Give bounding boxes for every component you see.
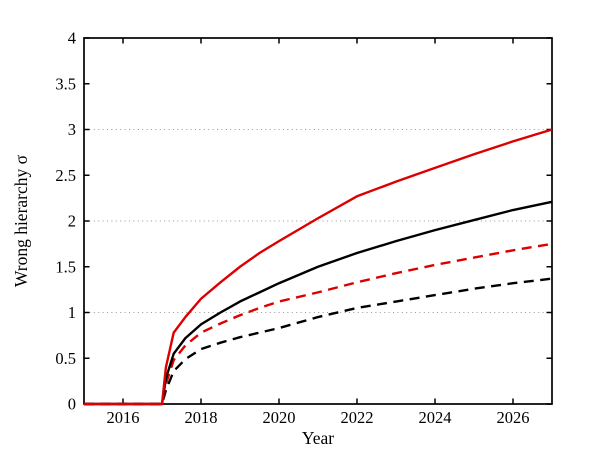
series-red-solid <box>84 128 553 406</box>
y-tick-label: 2 <box>68 212 76 231</box>
x-axis-label: Year <box>302 428 334 448</box>
y-tick-label: 0.5 <box>55 349 76 368</box>
series-black-dashed <box>84 277 553 406</box>
series-red-dashed <box>84 242 553 406</box>
tick-labels-layer: 2016 2018 2020 2022 2024 2026 0 0.5 1 1.5 2 2.5 3 3.5… <box>55 29 529 428</box>
x-tick-label: 2022 <box>341 408 374 427</box>
series-layer <box>84 128 553 406</box>
y-tick-label: 1 <box>68 303 76 322</box>
x-tick-label: 2020 <box>263 408 296 427</box>
gridlines-layer <box>85 128 551 314</box>
x-tick-label: 2016 <box>107 408 140 427</box>
x-tick-label: 2018 <box>185 408 218 427</box>
y-tick-label: 3.5 <box>55 74 76 93</box>
x-tick-label: 2026 <box>497 408 530 427</box>
y-axis-label: Wrong hierarchy σ <box>11 154 31 287</box>
y-tick-label: 3 <box>68 120 76 139</box>
x-tick-label: 2024 <box>419 408 452 427</box>
y-tick-label: 4 <box>68 29 76 48</box>
y-tick-label: 1.5 <box>55 257 76 276</box>
y-tick-label: 2.5 <box>55 166 76 185</box>
series-black-solid <box>84 200 553 406</box>
y-tick-label: 0 <box>68 395 76 414</box>
